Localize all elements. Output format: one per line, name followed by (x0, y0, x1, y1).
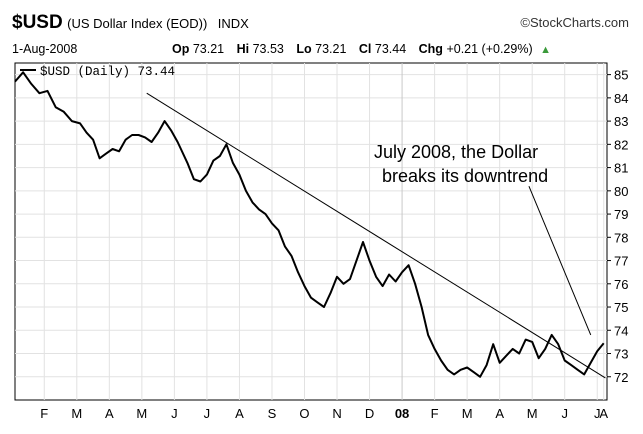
x-tick-label: J (171, 406, 178, 421)
x-tick-label: M (71, 406, 82, 421)
brand-watermark: ©StockCharts.com (520, 15, 629, 30)
high-value: 73.53 (252, 42, 284, 56)
triangle-up-icon: ▲ (540, 44, 551, 56)
x-axis: F M A M J J A S O N D 08 F M A M J JA (40, 406, 608, 421)
date-label: 1-Aug-2008 (12, 42, 78, 56)
x-tick-label: M (462, 406, 473, 421)
y-tick-label: 83 (614, 114, 628, 129)
instrument-name: (US Dollar Index (EOD)) (67, 16, 208, 31)
y-tick-label: 74 (614, 323, 628, 338)
y-tick-label: 78 (614, 230, 628, 245)
x-tick-label: A (599, 406, 608, 421)
ohlc-bar: Op 73.21 Hi 73.53 Lo 73.21 Cl 73.44 Chg … (172, 42, 551, 56)
x-tick-label: N (332, 406, 341, 421)
y-tick-label: 82 (614, 137, 628, 152)
trendline (146, 92, 606, 379)
y-tick-label: 75 (614, 300, 628, 315)
y-tick-label: 72 (614, 370, 628, 385)
x-tick-label: J (204, 406, 211, 421)
y-axis: 72 73 74 75 76 77 78 79 80 81 82 83 84 85 (607, 68, 628, 385)
legend-text: $USD (Daily) 73.44 (40, 65, 175, 79)
grid-lines (15, 63, 607, 400)
annotation-line-2: breaks its downtrend (382, 166, 548, 186)
x-tick-label: A (105, 406, 114, 421)
x-tick-label: O (299, 406, 309, 421)
chart-title: $USD (US Dollar Index (EOD)) INDX (12, 12, 249, 34)
exchange-label: INDX (217, 16, 249, 31)
brand-name: StockCharts.com (530, 15, 629, 30)
y-tick-label: 84 (614, 91, 628, 106)
y-tick-label: 81 (614, 161, 628, 176)
change-label: Chg (418, 42, 443, 56)
low-label: Lo (296, 42, 312, 56)
open-value: 73.21 (192, 42, 225, 56)
copyright-icon: © (520, 15, 531, 30)
high-label: Hi (236, 42, 250, 56)
x-tick-label: M (527, 406, 538, 421)
x-tick-label: J (561, 406, 568, 421)
annotation-line-1: July 2008, the Dollar (374, 142, 538, 162)
annotation-arrow (528, 185, 592, 336)
x-tick-label: F (40, 406, 48, 421)
x-tick-label: J (594, 406, 601, 421)
symbol-label: $USD (12, 12, 63, 33)
close-value: 73.44 (374, 42, 407, 56)
low-value: 73.21 (315, 42, 347, 56)
y-tick-label: 77 (614, 254, 628, 269)
y-tick-label: 73 (614, 347, 628, 362)
close-label: Cl (358, 42, 372, 56)
x-tick-label: 08 (395, 406, 409, 421)
plot-area (14, 62, 608, 401)
x-tick-label: M (136, 406, 147, 421)
y-tick-label: 76 (614, 277, 628, 292)
y-tick-label: 79 (614, 207, 628, 222)
y-tick-label: 85 (614, 68, 628, 83)
open-label: Op (172, 42, 190, 56)
change-value: +0.21 (+0.29%) (446, 42, 533, 56)
x-tick-label: F (431, 406, 439, 421)
x-tick-label: A (235, 406, 244, 421)
y-tick-label: 80 (614, 184, 628, 199)
series-line-usd (14, 71, 605, 378)
x-tick-label: D (365, 406, 374, 421)
x-tick-label: S (268, 406, 277, 421)
legend: $USD (Daily) 73.44 (20, 65, 175, 79)
x-tick-label: A (495, 406, 504, 421)
